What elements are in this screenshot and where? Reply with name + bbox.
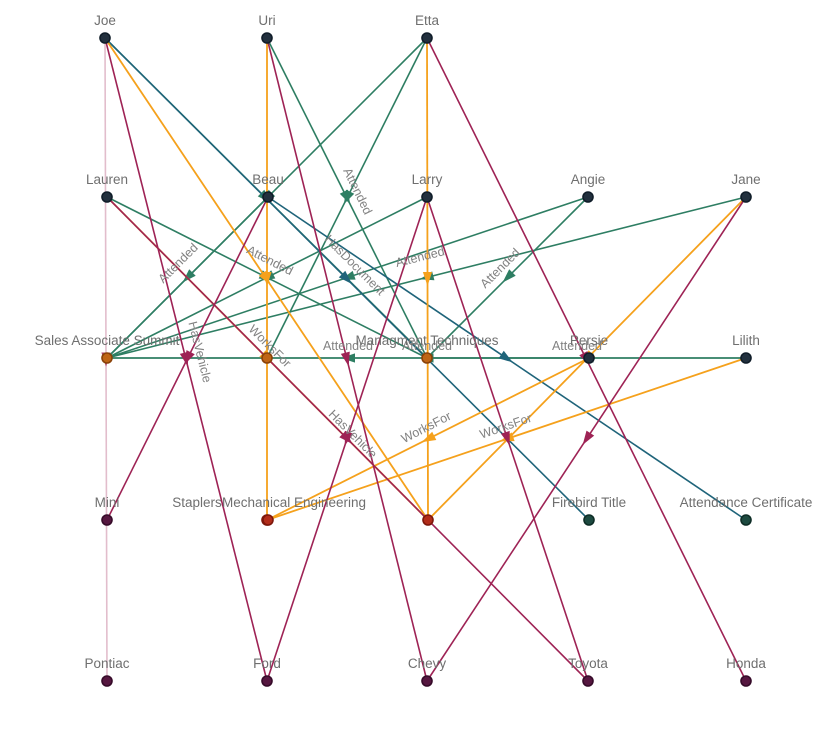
node-mecheng[interactable] (262, 514, 274, 526)
node-label-etta: Etta (415, 13, 440, 28)
node-mini[interactable] (101, 514, 113, 526)
edge-label-attended: Attended (394, 244, 446, 270)
node-label-larry: Larry (412, 172, 443, 187)
node-firebird[interactable] (583, 514, 595, 526)
node-jane[interactable] (740, 191, 752, 203)
arrowhead-hasvehicle-icon (339, 430, 353, 444)
arrowhead-attended-icon (343, 189, 355, 205)
node-label-jane: Jane (731, 172, 760, 187)
arrowhead-hasvehicle-icon (500, 430, 510, 446)
node-honda[interactable] (740, 675, 752, 687)
node-uri[interactable] (261, 32, 273, 44)
node-chevy[interactable] (421, 675, 433, 687)
node-label-persie: Persie (570, 333, 608, 348)
arrowhead-attended-icon (502, 269, 516, 283)
arrowhead-worksfor-icon (422, 271, 433, 286)
arrowhead-hasdocument-icon (338, 270, 352, 284)
node-lauren[interactable] (101, 191, 113, 203)
node-ford[interactable] (261, 675, 273, 687)
node-label-summit: Sales Associate Summit (35, 333, 180, 348)
edge-label-hasdocument: HasDocument (322, 232, 388, 298)
node-attcert[interactable] (740, 514, 752, 526)
node-label-ford: Ford (253, 656, 281, 671)
node-lilith[interactable] (740, 352, 752, 364)
arrowhead-hasdocument-icon (498, 350, 513, 363)
node-label-lilith: Lilith (732, 333, 760, 348)
node-larry[interactable] (421, 191, 433, 203)
edge-label-attended: Attended (402, 339, 452, 353)
node-mt[interactable] (421, 352, 433, 364)
edge-label-attended: Attended (552, 339, 602, 353)
arrowhead-hasvehicle-icon (340, 351, 350, 367)
node-label-angie: Angie (571, 172, 606, 187)
node-label-mini: Mini (95, 495, 120, 510)
edge-label-attended: Attended (323, 339, 373, 353)
node-pontiac[interactable] (101, 675, 113, 687)
arrowhead-worksfor-icon (421, 431, 437, 443)
node-beau[interactable] (262, 191, 274, 203)
node-label-beau: Beau (252, 172, 284, 187)
node-label-firebird: Firebird Title (552, 495, 626, 510)
node-label-attcert: Attendance Certificate (680, 495, 813, 510)
node-angie[interactable] (582, 191, 594, 203)
node-etta[interactable] (421, 32, 433, 44)
arrowhead-hasvehicle-icon (582, 430, 595, 445)
node-label-toyota: Toyota (568, 656, 608, 671)
node-summit[interactable] (101, 352, 113, 364)
node-persie[interactable] (583, 352, 595, 364)
node-label-honda: Honda (726, 656, 766, 671)
node-joe[interactable] (99, 32, 111, 44)
node-label-joe: Joe (94, 13, 116, 28)
node-compx[interactable] (422, 514, 434, 526)
edge-label-hasvehicle: HasVehicle (326, 407, 380, 461)
node-label-lauren: Lauren (86, 172, 128, 187)
arrowhead-hasvehicle-icon (184, 350, 195, 365)
node-toyota[interactable] (582, 675, 594, 687)
node-label-uri: Uri (258, 13, 275, 28)
arrowhead-worksfor-icon (262, 272, 272, 286)
node-label-mecheng: Mechanical Engineering (222, 495, 366, 510)
node-eventx[interactable] (261, 352, 273, 364)
node-label-mt: Managment Techniques (355, 333, 498, 348)
node-label-staplers: Staplers (172, 495, 222, 510)
node-label-pontiac: Pontiac (84, 656, 129, 671)
node-label-chevy: Chevy (408, 656, 447, 671)
